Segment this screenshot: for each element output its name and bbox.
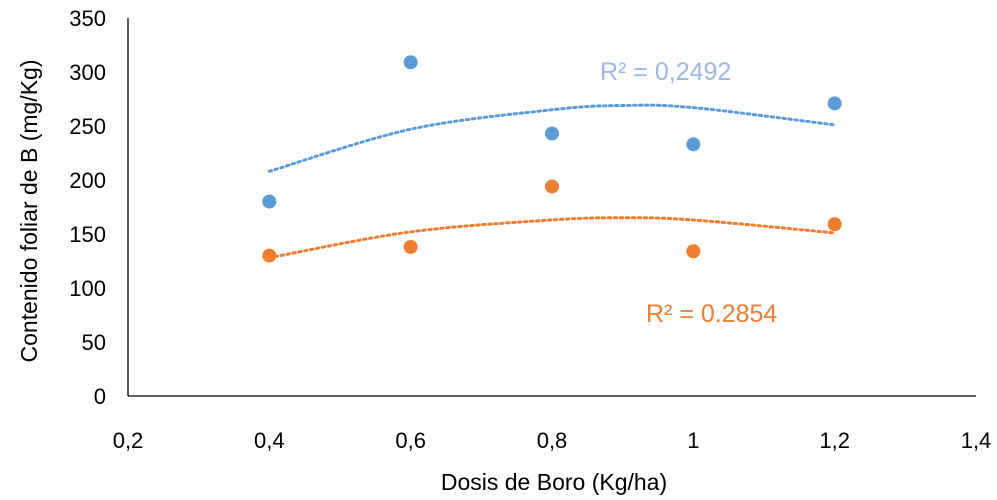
y-tick-label: 350 bbox=[69, 6, 106, 31]
x-tick-label: 1 bbox=[687, 428, 699, 453]
data-point-series-2 bbox=[545, 179, 559, 194]
y-tick-label: 200 bbox=[69, 168, 106, 193]
x-tick-label: 1,4 bbox=[961, 428, 992, 453]
x-tick-label: 0,8 bbox=[537, 428, 568, 453]
r2-labels: R² = 0,2492 R² = 0.2854 bbox=[600, 58, 777, 328]
axes: 0 50 100 150 200 250 300 350 0,2 0,4 0,6 0,8 1 1,2 1,4 bbox=[69, 6, 991, 453]
y-tick-label: 150 bbox=[69, 222, 106, 247]
data-point-series-2 bbox=[686, 244, 701, 259]
data-point-series-1 bbox=[545, 126, 559, 141]
x-tick-label: 1,2 bbox=[819, 428, 850, 453]
data-point-series-1 bbox=[262, 194, 277, 209]
trendline-series-2 bbox=[267, 216, 837, 260]
data-point-series-1 bbox=[403, 55, 418, 70]
y-tick-label: 250 bbox=[69, 114, 106, 139]
y-tick-label: 100 bbox=[69, 276, 106, 301]
trendline-series-1 bbox=[267, 103, 837, 173]
r2-label-blue: R² = 0,2492 bbox=[600, 58, 731, 86]
x-tick-label: 0,2 bbox=[113, 428, 144, 453]
r2-label-orange: R² = 0.2854 bbox=[646, 300, 777, 328]
y-tick-label: 300 bbox=[69, 60, 106, 85]
data-point-series-2 bbox=[403, 239, 418, 254]
x-axis-title: Dosis de Boro (Kg/ha) bbox=[441, 469, 667, 495]
data-point-series-1 bbox=[827, 96, 842, 111]
y-tick-label: 0 bbox=[94, 384, 106, 409]
trendlines bbox=[267, 103, 837, 260]
data-point-series-2 bbox=[262, 248, 277, 263]
data-point-series-1 bbox=[686, 137, 701, 152]
x-tick-label: 0,6 bbox=[395, 428, 426, 453]
x-tick-label: 0,4 bbox=[254, 428, 285, 453]
y-tick-label: 50 bbox=[82, 330, 106, 355]
data-point-series-2 bbox=[827, 217, 842, 232]
data-points bbox=[262, 55, 842, 263]
y-axis-title: Contenido foliar de B (mg/Kg) bbox=[16, 60, 42, 363]
